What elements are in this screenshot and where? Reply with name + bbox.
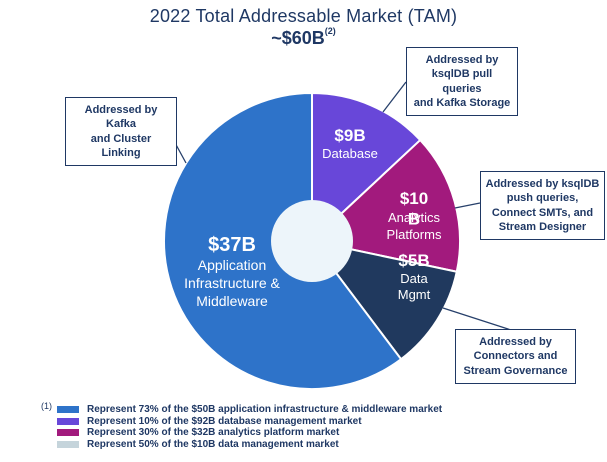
chart-title: 2022 Total Addressable Market (TAM) ~$60… bbox=[0, 6, 607, 49]
legend-swatch-app-infrastructure bbox=[57, 406, 79, 414]
total-value: ~$60B bbox=[271, 28, 325, 48]
callout-ksqldb-pull-queries: Addressed by ksqlDB pull queries and Kaf… bbox=[406, 47, 518, 117]
legend-label: Represent 10% of the $92B database manag… bbox=[87, 415, 362, 427]
legend-row: Represent 73% of the $50B application in… bbox=[57, 404, 442, 416]
legend-label: Represent 73% of the $50B application in… bbox=[87, 404, 443, 415]
legend-row: Represent 50% of the $10B data managemen… bbox=[57, 439, 442, 451]
pie-segment-database bbox=[311, 92, 422, 242]
chart-legend: Represent 73% of the $50B application in… bbox=[57, 404, 442, 450]
callout-ksqldb-push-queries: Addressed by ksqlDB push queries, Connec… bbox=[480, 171, 605, 241]
leader-line-connectors bbox=[442, 307, 512, 331]
legend-row: Represent 30% of the $32B analytics plat… bbox=[57, 427, 442, 439]
legend-swatch-analytics bbox=[57, 429, 79, 437]
chart-title-line1: 2022 Total Addressable Market (TAM) bbox=[149, 6, 458, 26]
donut-hole bbox=[271, 200, 353, 282]
leader-line-pull-queries bbox=[382, 81, 407, 113]
chart-title-line2: ~$60B(2) bbox=[0, 26, 607, 49]
callout-kafka-cluster-linking: Addressed by Kafka and Cluster Linking bbox=[65, 97, 177, 167]
legend-label: Represent 30% of the $32B analytics plat… bbox=[87, 427, 340, 438]
callout-connectors-stream-governance: Addressed by Connectors and Stream Gover… bbox=[455, 329, 576, 384]
leader-line-push-queries bbox=[454, 202, 481, 209]
pie-segment-data-mgmt bbox=[311, 240, 458, 361]
legend-swatch-database bbox=[57, 417, 79, 425]
legend-swatch-data-mgmt bbox=[57, 440, 79, 448]
legend-row: Represent 10% of the $92B database manag… bbox=[57, 416, 442, 428]
legend-footnote-marker: (1) bbox=[41, 401, 52, 411]
title-footnote-superscript: (2) bbox=[324, 26, 336, 36]
legend-label: Represent 50% of the $10B data managemen… bbox=[87, 438, 339, 450]
